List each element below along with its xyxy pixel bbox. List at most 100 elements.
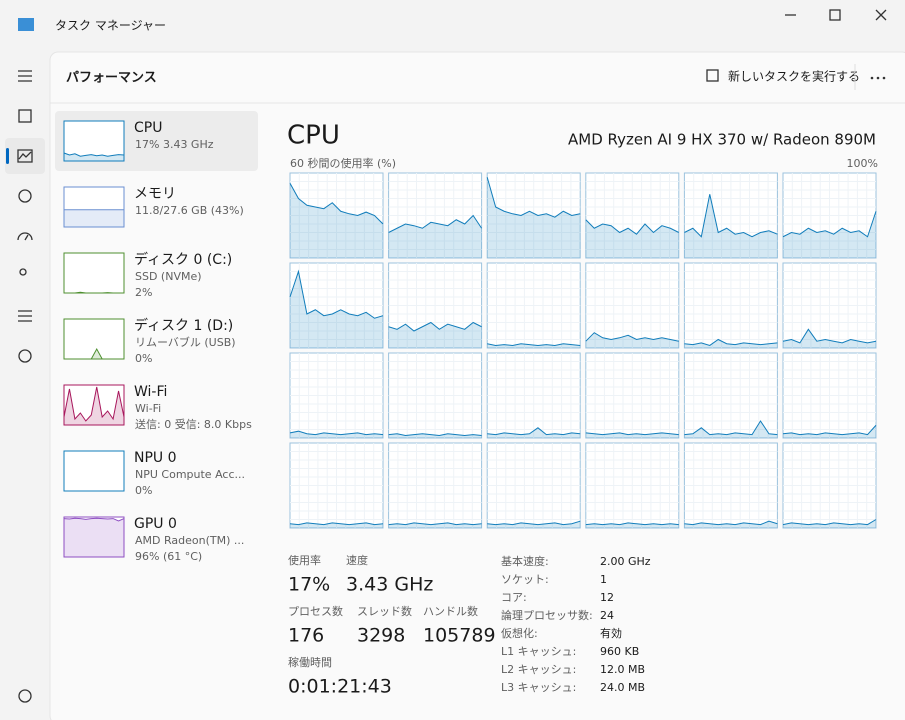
spec-value: 1: [600, 573, 607, 586]
core-graph-area: [783, 425, 876, 438]
item-detail: 2%: [135, 286, 152, 299]
graph-max: 100%: [847, 157, 878, 170]
item-name[interactable]: ディスク 1 (D:): [134, 317, 233, 334]
core-graph: [684, 194, 778, 238]
stat-label: 稼働時間: [288, 655, 332, 669]
core-graph-area: [684, 194, 778, 258]
core-graph-area: [388, 433, 482, 438]
core-graph-area: [487, 427, 581, 438]
spec-label: L2 キャッシュ:: [501, 663, 576, 676]
core-graph: [388, 522, 482, 526]
core-graph-area: [487, 177, 581, 258]
item-detail: Wi-Fi: [135, 402, 161, 415]
core-graph-area: [783, 329, 876, 348]
thumbnail-graph: [64, 291, 124, 294]
core-graph: [585, 219, 680, 235]
core-graph: [289, 522, 384, 526]
item-name[interactable]: ディスク 0 (C:): [134, 251, 232, 268]
item-detail: リムーバブル (USB): [135, 335, 236, 349]
core-graph-area: [684, 339, 778, 348]
core-graph: [289, 430, 384, 436]
item-name[interactable]: Wi-Fi: [134, 384, 167, 400]
thumbnail-graph-area: [64, 209, 124, 227]
maximize[interactable]: [829, 9, 841, 21]
item-name[interactable]: CPU: [134, 120, 162, 136]
core-graph: [388, 214, 483, 233]
cpu-model: AMD Ryzen AI 9 HX 370 w/ Radeon 890M: [568, 131, 876, 149]
spec-label: 仮想化:: [501, 626, 538, 640]
item-detail: NPU Compute Acc...: [135, 468, 245, 481]
core-graph: [388, 321, 482, 332]
core-graph: [782, 424, 877, 436]
thumbnail: [63, 318, 125, 360]
core-graph-area: [290, 522, 383, 528]
more-button[interactable]: [870, 76, 886, 80]
thumbnail: [63, 450, 125, 492]
core-graph: [585, 332, 679, 342]
core-graph: [487, 343, 581, 346]
core-graph: [486, 177, 581, 218]
nav-processes[interactable]: [18, 109, 32, 123]
run-task-icon[interactable]: [706, 69, 719, 82]
stat-value: 3.43 GHz: [346, 574, 433, 596]
close[interactable]: [875, 9, 887, 21]
item-detail: 17% 3.43 GHz: [135, 138, 214, 151]
core-graph: [388, 433, 482, 436]
stat-value: 3298: [357, 625, 405, 647]
page-title: パフォーマンス: [66, 71, 157, 86]
item-name[interactable]: GPU 0: [134, 516, 177, 532]
nav-history[interactable]: [18, 189, 32, 203]
item-detail: SSD (NVMe): [135, 270, 202, 283]
core-graph-area: [388, 522, 482, 528]
nav-startup[interactable]: [17, 232, 33, 241]
core-graph-area: [487, 343, 581, 348]
core-graph: [684, 420, 778, 436]
thumbnail-graph: [63, 517, 125, 522]
item-name[interactable]: メモリ: [134, 186, 176, 202]
item-detail: 11.8/27.6 GB (43%): [135, 204, 244, 217]
core-graph-area: [783, 211, 876, 258]
core-graph: [487, 520, 581, 526]
spec-label: ソケット:: [501, 573, 549, 586]
thumbnail: [63, 516, 125, 558]
spec-value: 24: [600, 609, 614, 622]
spec-label: 論理プロセッサ数:: [501, 608, 593, 622]
core-graph: [684, 520, 778, 526]
nav-services[interactable]: [18, 349, 32, 363]
nav-performance[interactable]: [17, 149, 33, 163]
spec-value: 有効: [600, 626, 622, 640]
thumbnail-graph: [63, 152, 125, 157]
stat-label: プロセス数: [288, 605, 343, 618]
core-graph: [684, 338, 778, 346]
stat-label: スレッド数: [357, 605, 412, 618]
settings[interactable]: [18, 689, 32, 703]
spec-value: 12.0 MB: [600, 663, 645, 676]
core-graph: [585, 432, 679, 436]
nav-users[interactable]: [19, 268, 27, 276]
spec-label: コア:: [501, 591, 527, 604]
item-name[interactable]: NPU 0: [134, 450, 177, 466]
thumbnail-graph-area: [64, 387, 124, 425]
core-graph-area: [388, 322, 482, 348]
item-detail: 96% (61 °C): [135, 550, 202, 563]
core-graph: [585, 522, 679, 526]
item-detail: 送信: 0 受信: 8.0 Kbps: [135, 417, 252, 431]
thumbnail-graph: [63, 386, 125, 422]
app-icon: [18, 18, 34, 31]
menu-button[interactable]: [18, 70, 32, 82]
stat-label: ハンドル数: [423, 605, 478, 618]
thumbnail-graph-area: [64, 153, 124, 161]
run-task[interactable]: 新しいタスクを実行する: [728, 69, 860, 84]
core-graph: [782, 328, 877, 344]
stat-label: 速度: [346, 553, 368, 567]
core-graph-area: [585, 219, 679, 258]
item-detail: 0%: [135, 484, 152, 497]
thumbnail: [63, 384, 125, 426]
spec-value: 12: [600, 591, 614, 604]
nav-details[interactable]: [18, 310, 32, 322]
core-graph-area: [388, 215, 482, 258]
spec-label: L1 キャッシュ:: [501, 645, 576, 658]
thumbnail: [63, 186, 125, 228]
core-graph: [289, 182, 384, 225]
item-detail: 0%: [135, 352, 152, 365]
